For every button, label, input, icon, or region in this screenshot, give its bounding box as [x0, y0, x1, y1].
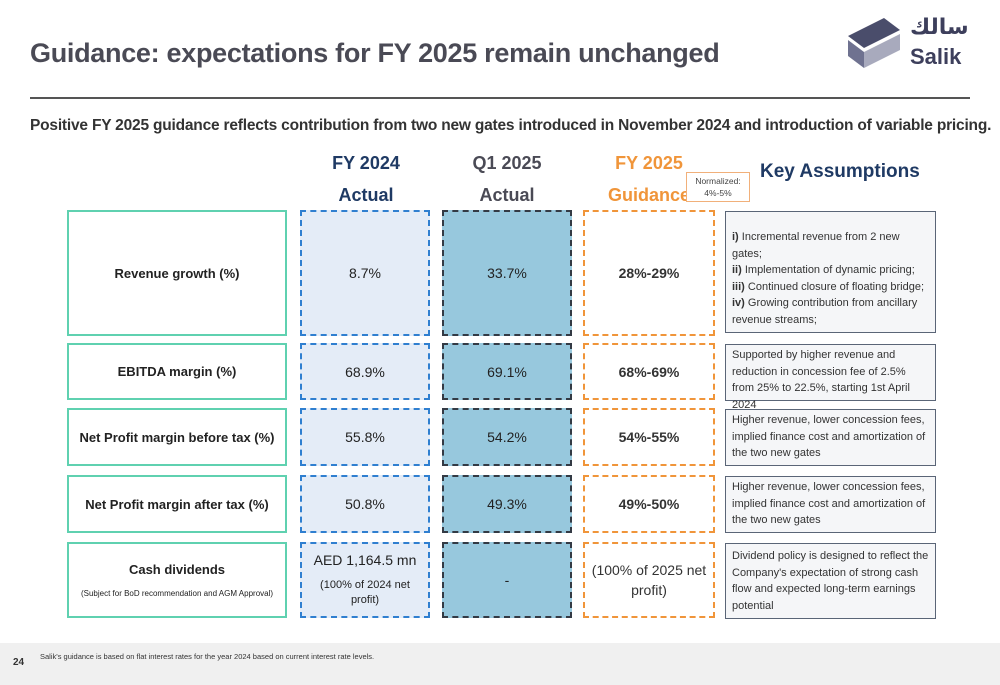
assumption-cash-dividends: Dividend policy is designed to reflect t… [725, 543, 936, 619]
col-head-fy2024-line2: Actual [338, 185, 394, 205]
cell-value: 54.2% [487, 429, 527, 445]
assumption-item: ii) Implementation of dynamic pricing; [732, 264, 915, 276]
row-sublabel-text: (Subject for BoD recommendation and AGM … [80, 589, 274, 598]
cell-value: AED 1,164.5 mn [313, 552, 417, 568]
cell-value: 68%-69% [618, 363, 680, 380]
row-label-text: Revenue growth (%) [114, 265, 240, 281]
normalized-callout: Normalized: 4%-5% [686, 172, 750, 202]
row-label-cash-dividends: Cash dividends (Subject for BoD recommen… [67, 542, 287, 618]
assumption-revenue-growth: i) Incremental revenue from 2 new gates;… [725, 211, 936, 333]
row-label-text: Net Profit margin before tax (%) [79, 429, 275, 445]
row-label-text: Net Profit margin after tax (%) [85, 496, 269, 512]
footer-bar [0, 643, 1000, 685]
assumption-text: Higher revenue, lower concession fees, i… [732, 481, 926, 526]
col-head-q12025-line2: Actual [479, 185, 535, 205]
cell-fy2024-cash-dividends: AED 1,164.5 mn (100% of 2024 net profit) [300, 542, 430, 618]
cell-value: (100% of 2025 net profit) [591, 562, 707, 598]
cell-value: 55.8% [345, 429, 385, 445]
callout-line2: 4%-5% [704, 188, 732, 198]
assumption-ebitda-margin: Supported by higher revenue and reductio… [725, 344, 936, 411]
cell-q12025-revenue-growth: 33.7% [442, 210, 572, 336]
assumption-text: Higher revenue, lower concession fees, i… [732, 414, 926, 459]
assumption-item: iii) Continued closure of floating bridg… [732, 280, 925, 293]
assumption-item: iv) Growing contribution from ancillary … [732, 297, 918, 326]
assumption-npm-after-tax: Higher revenue, lower concession fees, i… [725, 476, 936, 533]
col-head-q12025-line1: Q1 2025 [472, 153, 542, 173]
row-label-npm-after-tax: Net Profit margin after tax (%) [67, 475, 287, 533]
cell-q12025-cash-dividends: - [442, 542, 572, 618]
cell-value: 49.3% [487, 496, 527, 512]
logo-text: Salik [910, 44, 962, 69]
cell-value: 54%-55% [618, 429, 680, 445]
cell-q12025-ebitda-margin: 69.1% [442, 343, 572, 400]
cell-fy2024-npm-after-tax: 50.8% [300, 475, 430, 533]
col-head-fy2025-line1: FY 2025 [615, 153, 683, 173]
cell-q12025-npm-after-tax: 49.3% [442, 475, 572, 533]
cell-guidance-cash-dividends: (100% of 2025 net profit) [583, 542, 715, 618]
row-label-revenue-growth: Revenue growth (%) [67, 210, 287, 336]
logo-arabic-text: سالك [910, 14, 969, 39]
cell-q12025-npm-before-tax: 54.2% [442, 408, 572, 466]
cell-fy2024-revenue-growth: 8.7% [300, 210, 430, 336]
col-head-fy2025: FY 2025 Guidance [583, 147, 715, 211]
page-subtitle: Positive FY 2025 guidance reflects contr… [30, 117, 992, 134]
col-head-fy2024: FY 2024 Actual [300, 147, 432, 211]
row-label-ebitda-margin: EBITDA margin (%) [67, 343, 287, 400]
cell-note: (100% of 2024 net profit) [320, 579, 410, 606]
cell-value: 49%-50% [618, 496, 680, 512]
page-number: 24 [13, 657, 25, 668]
assumption-text: Supported by higher revenue and reductio… [732, 349, 910, 411]
header-divider [30, 97, 970, 99]
row-label-npm-before-tax: Net Profit margin before tax (%) [67, 408, 287, 466]
cell-guidance-ebitda-margin: 68%-69% [583, 343, 715, 400]
col-head-fy2025-line2: Guidance [607, 185, 691, 205]
assumption-text: Dividend policy is designed to reflect t… [732, 550, 929, 612]
assumption-item: i) Incremental revenue from 2 new gates; [732, 231, 900, 260]
cell-guidance-revenue-growth: 28%-29% [583, 210, 715, 336]
col-head-fy2024-line1: FY 2024 [332, 153, 400, 173]
row-label-text: Cash dividends [128, 562, 226, 577]
col-head-q12025: Q1 2025 Actual [442, 147, 572, 211]
cell-value: 69.1% [487, 363, 527, 380]
cell-value: 28%-29% [618, 265, 680, 281]
assumption-npm-before-tax: Higher revenue, lower concession fees, i… [725, 409, 936, 466]
cell-value: - [504, 572, 510, 588]
key-assumptions-heading: Key Assumptions [760, 161, 920, 182]
row-label-text: EBITDA margin (%) [117, 364, 237, 379]
salik-logo-icon [848, 18, 900, 68]
callout-line1: Normalized: [695, 176, 741, 186]
cell-value: 33.7% [487, 265, 527, 281]
cell-value: 68.9% [345, 363, 385, 380]
cell-value: 8.7% [349, 265, 381, 281]
page-title: Guidance: expectations for FY 2025 remai… [30, 38, 720, 68]
cell-fy2024-npm-before-tax: 55.8% [300, 408, 430, 466]
cell-value: 50.8% [345, 496, 385, 512]
cell-guidance-npm-after-tax: 49%-50% [583, 475, 715, 533]
footnote: Salik's guidance is based on flat intere… [40, 652, 375, 661]
cell-fy2024-ebitda-margin: 68.9% [300, 343, 430, 400]
cell-guidance-npm-before-tax: 54%-55% [583, 408, 715, 466]
